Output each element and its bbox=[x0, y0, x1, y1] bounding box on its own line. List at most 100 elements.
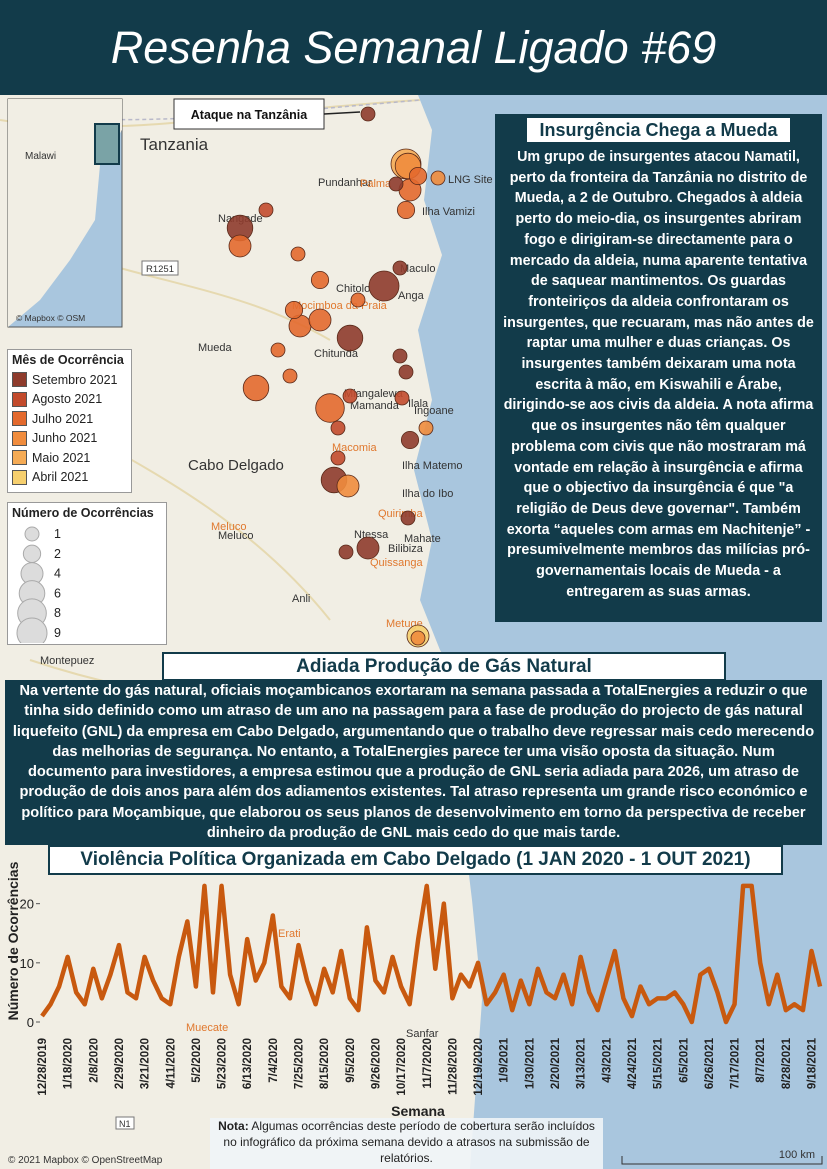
x-tick-label: 5/15/2021 bbox=[653, 1037, 665, 1089]
event-marker bbox=[282, 368, 298, 384]
article-title: Insurgência Chega a Mueda bbox=[525, 116, 792, 144]
legend-label: Setembro 2021 bbox=[32, 372, 118, 387]
legend-size-circle bbox=[22, 544, 42, 563]
place: N1 bbox=[119, 1119, 131, 1129]
place: Mahate bbox=[404, 533, 441, 545]
legend-swatch bbox=[12, 391, 27, 407]
x-tick-label: 1/30/2021 bbox=[524, 1037, 536, 1089]
x-tick-label: 1/9/2021 bbox=[499, 1037, 511, 1082]
annotation: Ataque na Tanzânia bbox=[173, 98, 361, 130]
event-marker bbox=[338, 544, 354, 560]
event-marker bbox=[310, 270, 330, 290]
article-title: Adiada Produção de Gás Natural bbox=[162, 652, 726, 681]
event-marker bbox=[392, 348, 408, 364]
event-marker bbox=[430, 170, 446, 186]
x-tick-label: 2/29/2020 bbox=[114, 1038, 126, 1089]
article-1: Insurgência Chega a Mueda Um grupo de in… bbox=[495, 114, 822, 622]
annotation-arrow bbox=[323, 111, 361, 115]
x-tick-label: 12/28/2019 bbox=[37, 1038, 49, 1096]
scale-label: 100 km bbox=[779, 1149, 815, 1161]
legend-swatch bbox=[12, 411, 27, 427]
event-marker bbox=[315, 393, 345, 423]
x-tick-label: 2/20/2021 bbox=[550, 1037, 562, 1089]
legend-label: 2 bbox=[54, 547, 61, 561]
legend-label: 9 bbox=[54, 626, 61, 640]
place: Maculo bbox=[400, 263, 435, 275]
x-tick-label: 7/17/2021 bbox=[730, 1037, 742, 1089]
place: Miangalewa bbox=[344, 388, 404, 400]
places: Tanzania Pundanhar Palma LNG Site Ilha V… bbox=[40, 135, 493, 1130]
place: Macomia bbox=[332, 442, 378, 454]
legend-label: Junho 2021 bbox=[32, 431, 98, 446]
place: Ilha Matemo bbox=[402, 460, 463, 472]
place: Cabo Delgado bbox=[188, 457, 284, 474]
x-tick-label: 4/24/2021 bbox=[627, 1037, 639, 1089]
attribution: © Mapbox © OSM bbox=[16, 313, 85, 323]
legend-size-circle bbox=[24, 526, 40, 542]
legend-items: Setembro 2021 Agosto 2021 Julho 2021 Junho … bbox=[8, 370, 131, 487]
place: Anli bbox=[292, 593, 310, 605]
event-marker bbox=[418, 420, 434, 436]
month-legend: Mês de Ocorrência Setembro 2021 Agosto 20… bbox=[7, 349, 132, 493]
legend-swatch bbox=[12, 430, 27, 446]
place: LNG Site bbox=[448, 174, 493, 186]
article-2: Na vertente do gás natural, oficiais moç… bbox=[5, 680, 822, 845]
x-tick-label: 8/28/2021 bbox=[781, 1037, 793, 1089]
event-marker bbox=[396, 200, 416, 220]
legend-item: Junho 2021 bbox=[8, 429, 131, 449]
place: Ilha do Ibo bbox=[402, 488, 453, 500]
event-marker bbox=[398, 364, 414, 380]
legend-label: Maio 2021 bbox=[32, 450, 91, 465]
event-marker bbox=[410, 630, 426, 646]
x-tick-label: 10/17/2020 bbox=[396, 1038, 408, 1096]
place: Quissanga bbox=[370, 557, 423, 569]
legend-item: Maio 2021 bbox=[8, 448, 131, 468]
x-axis-label: Semana bbox=[391, 1103, 445, 1119]
annotation-text: Ataque na Tanzânia bbox=[191, 108, 309, 122]
x-tick-label: 4/11/2020 bbox=[165, 1038, 177, 1089]
event-marker bbox=[228, 234, 252, 258]
place: Muecate bbox=[186, 1022, 228, 1034]
y-axis-label: Número de Ocorrências bbox=[5, 861, 21, 1020]
legend-swatch bbox=[12, 469, 27, 485]
legend-swatch bbox=[12, 450, 27, 466]
events bbox=[226, 106, 446, 648]
x-tick-label: 9/5/2020 bbox=[345, 1038, 357, 1083]
event-marker bbox=[336, 324, 364, 352]
x-tick-label: 8/15/2020 bbox=[319, 1038, 331, 1089]
place: Mueda bbox=[198, 342, 233, 354]
place: Meluco bbox=[218, 530, 253, 542]
inset-map: Malawi © Mapbox © OSM bbox=[7, 98, 123, 328]
x-tick-label: 5/2/2020 bbox=[191, 1038, 203, 1083]
event-marker bbox=[408, 166, 428, 186]
legend-label: 1 bbox=[54, 527, 61, 541]
legend-size-circle bbox=[16, 617, 48, 643]
x-tick-label: 9/26/2020 bbox=[370, 1038, 382, 1089]
place: Anga bbox=[398, 290, 425, 302]
place: Mocimboa da Praia bbox=[292, 300, 388, 312]
y-tick-label: 0 bbox=[27, 1015, 34, 1030]
x-tick-label: 2/8/2020 bbox=[88, 1038, 100, 1083]
x-tick-label: 6/26/2021 bbox=[704, 1037, 716, 1089]
road-shield bbox=[115, 1116, 135, 1130]
place: Mamanda bbox=[350, 400, 400, 412]
x-tick-label: 11/28/2020 bbox=[447, 1038, 459, 1095]
article-body: Um grupo de insurgentes atacou Namatil, … bbox=[503, 149, 814, 600]
legend-item: Setembro 2021 bbox=[8, 370, 131, 390]
x-tick-label: 8/7/2021 bbox=[755, 1037, 767, 1082]
note-text: Algumas ocorrências deste período de cob… bbox=[223, 1119, 595, 1165]
legend-label: Julho 2021 bbox=[32, 411, 94, 426]
legend-item: Abril 2021 bbox=[8, 468, 131, 488]
place: Sanfar bbox=[406, 1028, 439, 1040]
event-marker bbox=[392, 260, 408, 276]
event-marker bbox=[356, 536, 380, 560]
x-tick-label: 6/13/2020 bbox=[242, 1038, 254, 1089]
x-tick-label: 6/5/2021 bbox=[678, 1037, 690, 1082]
annotation-box bbox=[173, 98, 325, 130]
event-marker bbox=[394, 390, 410, 406]
event-marker bbox=[368, 270, 400, 302]
inset-focus bbox=[94, 123, 120, 165]
place: Pundanhar bbox=[318, 177, 372, 189]
